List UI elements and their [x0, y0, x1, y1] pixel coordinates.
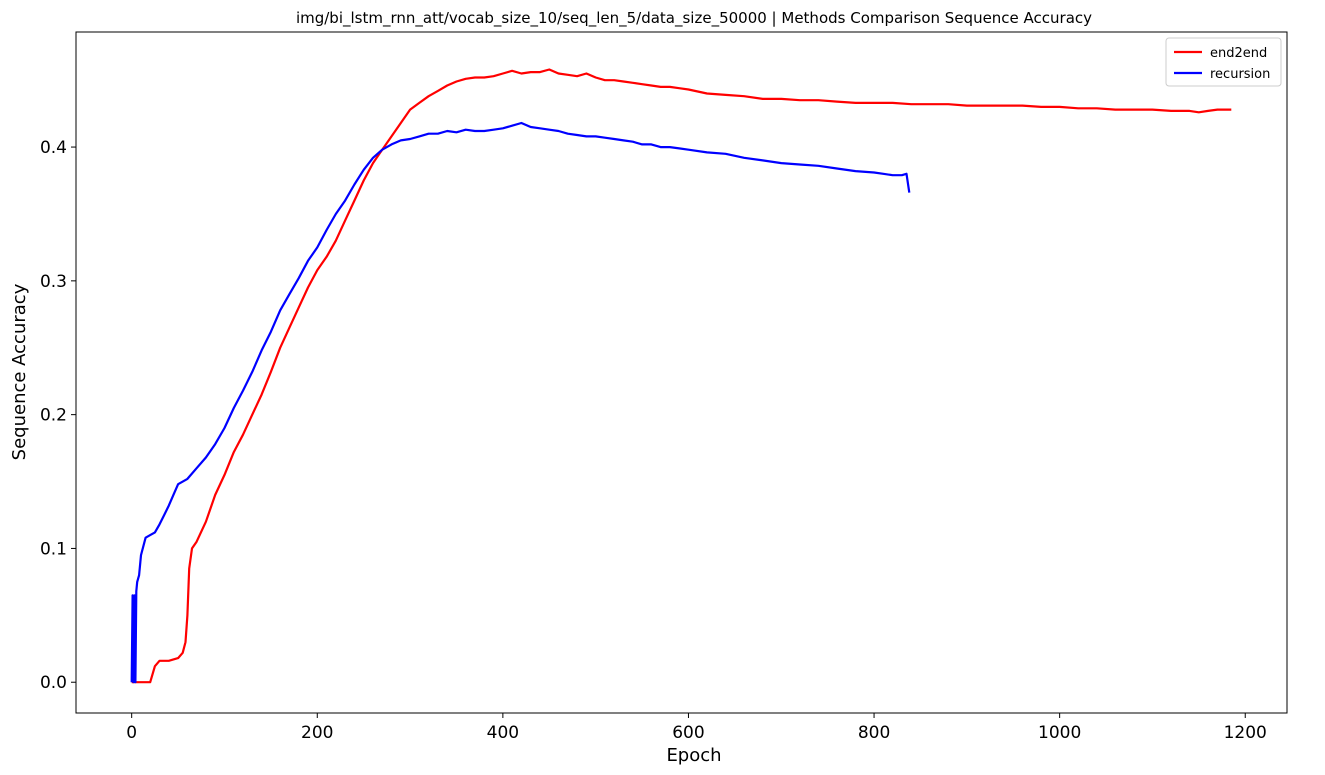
y-tick-label: 0.2 [40, 406, 67, 426]
series-line-recursion [130, 121, 911, 684]
x-axis: 0 200 400 600 800 1000 1200 [126, 713, 1267, 743]
legend-label-recursion: recursion [1210, 67, 1270, 82]
plot-lines [130, 68, 1232, 684]
y-axis: 0.0 0.1 0.2 0.3 0.4 [40, 138, 76, 693]
legend-label-end2end: end2end [1210, 46, 1267, 61]
y-axis-label: Sequence Accuracy [9, 283, 30, 460]
y-tick-label: 0.0 [40, 673, 67, 693]
x-tick-label: 0 [126, 723, 137, 743]
x-tick-label: 600 [672, 723, 704, 743]
y-tick-label: 0.3 [40, 272, 67, 292]
y-tick-label: 0.4 [40, 138, 67, 158]
chart-title: img/bi_lstm_rnn_att/vocab_size_10/seq_le… [296, 9, 1092, 28]
x-tick-label: 800 [858, 723, 890, 743]
x-axis-label: Epoch [666, 745, 721, 766]
x-tick-label: 200 [301, 723, 333, 743]
x-tick-label: 400 [487, 723, 519, 743]
x-tick-label: 1200 [1224, 723, 1267, 743]
plot-frame [75, 31, 1288, 714]
legend: end2end recursion [1165, 37, 1282, 87]
y-tick-label: 0.1 [40, 539, 67, 559]
x-tick-label: 1000 [1038, 723, 1081, 743]
series-line-end2end [131, 68, 1232, 684]
